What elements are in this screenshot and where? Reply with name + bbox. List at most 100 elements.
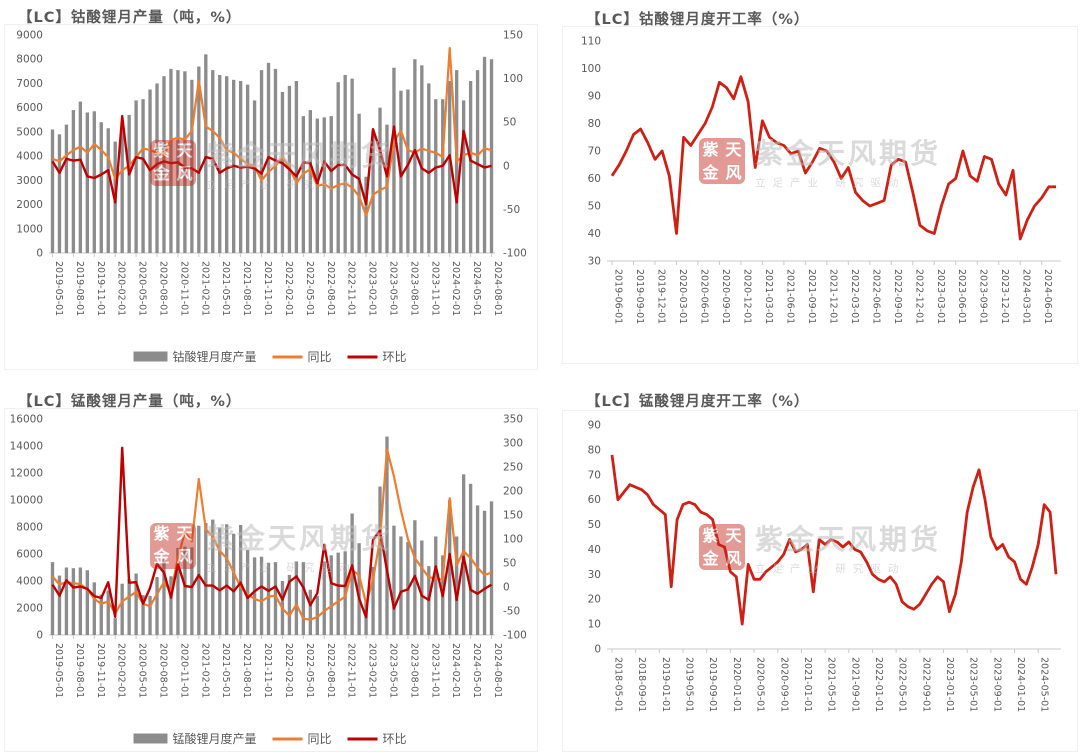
tick-label: 2019-01-01 (660, 657, 671, 712)
y-axis-right: -100 -50 0 50 100 150 (503, 30, 527, 260)
tick-label: 环比 (383, 350, 407, 364)
tick-label: 2023-08-01 (408, 643, 419, 698)
tick-label: 2022-03-01 (849, 269, 860, 324)
chart-title-manganese-operating-rate: 【LC】锰酸锂月度开工率（%） (586, 394, 810, 410)
tick-label: 2022-08-01 (325, 261, 336, 316)
mom-line (51, 114, 492, 206)
cell-manganese-production: 【LC】锰酸锂月产量（吨，%） 0 2000 4000 6000 8000 10000 12… (0, 376, 540, 753)
tick-label: 锰酸锂月度产量 (173, 731, 257, 746)
tick-label: 12000 (10, 468, 43, 480)
tick-label: 2021-01-01 (802, 657, 813, 712)
legend-bar-swatch (133, 351, 168, 362)
tick-label: 50 (588, 519, 601, 531)
tick-label: 70 (588, 146, 601, 158)
tick-label: 2022-02-01 (283, 261, 294, 316)
tick-label: 2020-01-01 (731, 657, 742, 712)
tick-label: 2020-08-01 (158, 643, 169, 698)
operating-rate-line (610, 454, 1058, 626)
tick-label: 2021-11-01 (262, 643, 273, 698)
tick-label: 8000 (16, 54, 43, 66)
tick-label: 2024-08-01 (492, 643, 503, 698)
tick-label: 2020-08-01 (158, 261, 169, 316)
tick-label: 2024-08-01 (492, 261, 503, 316)
tick-label: 2000 (16, 603, 43, 615)
tick-label: 200 (503, 486, 523, 498)
manganese-production-combo-chart: 0200040006000800010000120001400016000-10… (10, 414, 527, 747)
panel-cobalt-production: 0 1000 2000 3000 4000 5000 6000 7000 8000 9000 -10… (4, 24, 538, 370)
tick-label: 2019-08-01 (74, 643, 85, 698)
tick-label: 同比 (308, 732, 332, 746)
tick-label: 2022-09-01 (892, 269, 903, 324)
tick-label: 2023-05-01 (387, 643, 398, 698)
tick-label: 2018-05-01 (613, 657, 624, 712)
x-axis-labels: 2019-05-01 2019-08-01 2019-11-01 2020-02-01… (51, 253, 503, 316)
tick-label: 2020-06-01 (698, 269, 709, 324)
tick-label: 2023-05-01 (387, 261, 398, 316)
tick-label: 2020-12-01 (741, 269, 752, 324)
tick-label: 2024-02-01 (450, 261, 461, 316)
tick-label: 2021-12-01 (827, 269, 838, 324)
tick-label: 250 (503, 462, 523, 474)
yoy-line (52, 47, 492, 217)
chart-title-cobalt-operating-rate: 【LC】钴酸锂月度开工率（%） (586, 12, 810, 28)
panel-cobalt-operating-rate: 30 40 50 60 70 80 90 100 110 2019-06-01 2019-09-01… (562, 26, 1078, 364)
tick-label: 0 (36, 630, 43, 642)
tick-label: 100 (503, 534, 523, 546)
tick-label: 2024-03-01 (1021, 269, 1032, 324)
tick-label: 4000 (16, 576, 43, 588)
tick-label: 3000 (16, 175, 43, 187)
tick-label: 90 (588, 91, 601, 103)
tick-label: 20 (588, 594, 601, 606)
tick-label: 2020-05-01 (137, 261, 148, 316)
tick-label: 2021-06-01 (784, 269, 795, 324)
tick-label: 2024-06-01 (1042, 269, 1053, 324)
tick-label: 2022-05-01 (304, 261, 315, 316)
tick-label: 350 (503, 414, 523, 426)
tick-label: 2023-02-01 (367, 643, 378, 698)
tick-label: -100 (503, 630, 527, 642)
tick-label: 2021-08-01 (241, 261, 252, 316)
panel-manganese-operating-rate: 0 10 20 30 40 50 60 70 80 90 2018-05-01 2018-09-01 2… (562, 410, 1078, 752)
tick-label: 2024-01-01 (1015, 657, 1026, 712)
tick-label: 70 (588, 469, 601, 481)
tick-label: 2019-05-01 (684, 657, 695, 712)
tick-label: 2020-02-01 (116, 643, 127, 698)
tick-label: 2022-08-01 (325, 643, 336, 698)
tick-label: 30 (588, 569, 601, 581)
tick-label: 2020-11-01 (178, 261, 189, 316)
tick-label: 50 (503, 558, 516, 570)
tick-label: 2022-09-01 (920, 657, 931, 712)
tick-label: 2021-02-01 (199, 261, 210, 316)
tick-label: 2023-11-01 (429, 261, 440, 316)
tick-label: 2020-02-01 (116, 261, 127, 316)
tick-label: 150 (503, 30, 523, 42)
tick-label: 300 (503, 438, 523, 450)
tick-label: 2021-05-01 (220, 261, 231, 316)
manganese-production-plot: 0200040006000800010000120001400016000-10… (10, 414, 527, 747)
tick-label: 2023-09-01 (991, 657, 1002, 712)
cell-manganese-operating-rate: 【LC】锰酸锂月度开工率（%） 0 10 20 30 40 50 60 70 80 90 2018-… (540, 376, 1080, 753)
cobalt-operating-rate-line-chart: 30 40 50 60 70 80 90 100 110 2019-06-01 2019-09-01… (581, 36, 1061, 324)
tick-label: 2021-03-01 (763, 269, 774, 324)
tick-label: 50 (588, 201, 601, 213)
tick-label: 2024-05-01 (471, 261, 482, 316)
tick-label: 2019-11-01 (95, 643, 106, 698)
tick-label: 2023-11-01 (429, 643, 440, 698)
y-axis-left: 0 1000 2000 3000 4000 5000 6000 7000 8000 9000 (16, 30, 43, 260)
tick-label: 10 (588, 619, 601, 631)
tick-label: 2021-05-01 (826, 657, 837, 712)
tick-label: 2019-11-01 (95, 261, 106, 316)
yoy-line (51, 448, 492, 621)
chart-title-manganese-production: 【LC】锰酸锂月产量（吨，%） (18, 394, 242, 410)
tick-label: 2019-09-01 (634, 269, 645, 324)
tick-label: 2022-06-01 (870, 269, 881, 324)
cell-cobalt-production: 【LC】钴酸锂月产量（吨，%） 0 1000 2000 3000 4000 5000 600… (0, 0, 540, 376)
mom-line (51, 446, 493, 619)
tick-label: 2019-05-01 (53, 261, 64, 316)
tick-label: 2022-01-01 (873, 657, 884, 712)
y-axis-left: 30 40 50 60 70 80 90 100 110 (581, 36, 601, 268)
tick-label: 2022-11-01 (346, 261, 357, 316)
tick-label: 2019-12-01 (655, 269, 666, 324)
tick-label: 5000 (16, 126, 43, 138)
